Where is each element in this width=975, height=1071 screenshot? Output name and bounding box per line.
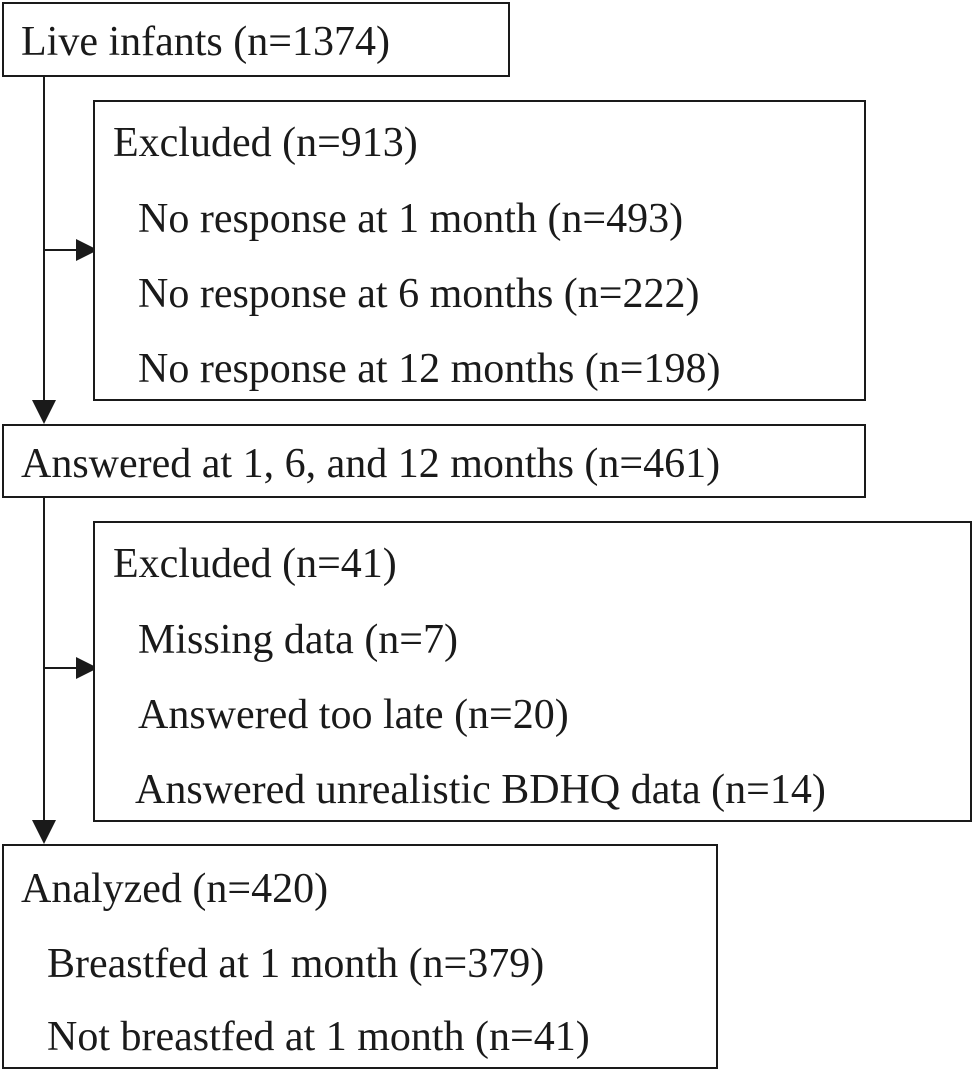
- trunk-arrowhead-2: [32, 820, 56, 844]
- excluded-1-item: No response at 1 month (n=493): [138, 196, 684, 242]
- analyzed-box: Analyzed (n=420) Breastfed at 1 month (n…: [2, 844, 718, 1069]
- analyzed-item: Breastfed at 1 month (n=379): [47, 941, 545, 987]
- analyzed-item: Not breastfed at 1 month (n=41): [47, 1014, 590, 1060]
- answered-label: Answered at 1, 6, and 12 months (n=461): [21, 441, 721, 487]
- branch-arrowhead-2: [76, 657, 98, 679]
- branch-arrowhead-1: [76, 239, 98, 261]
- answered-box: Answered at 1, 6, and 12 months (n=461): [2, 424, 866, 498]
- analyzed-title: Analyzed (n=420): [21, 866, 329, 912]
- excluded-2-title: Excluded (n=41): [113, 541, 397, 587]
- trunk-arrowhead-1: [32, 400, 56, 424]
- excluded-1-item: No response at 6 months (n=222): [138, 271, 700, 317]
- excluded-1-title: Excluded (n=913): [113, 120, 418, 166]
- excluded-2-item: Answered too late (n=20): [138, 692, 569, 738]
- excluded-2-item: Answered unrealistic BDHQ data (n=14): [135, 767, 826, 813]
- excluded-1-item: No response at 12 months (n=198): [138, 346, 721, 392]
- excluded-box-2: Excluded (n=41) Missing data (n=7) Answe…: [93, 521, 972, 822]
- live-infants-box: Live infants (n=1374): [2, 2, 510, 77]
- excluded-2-item: Missing data (n=7): [138, 617, 458, 663]
- live-infants-label: Live infants (n=1374): [21, 19, 390, 65]
- excluded-box-1: Excluded (n=913) No response at 1 month …: [93, 100, 866, 401]
